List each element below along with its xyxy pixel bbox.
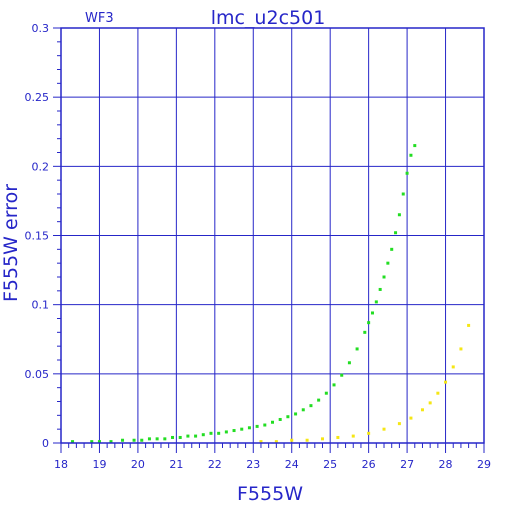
data-points <box>71 144 471 444</box>
data-point <box>467 323 471 327</box>
data-point <box>374 300 378 304</box>
y-axis-ticks: 0 0.05 0.1 0.15 0.2 0.25 0.3 <box>25 22 61 450</box>
data-point <box>332 383 336 387</box>
data-point <box>367 431 371 435</box>
data-point <box>309 404 313 408</box>
x-tick-label: 18 <box>54 458 68 471</box>
x-tick-label: 28 <box>439 458 453 471</box>
data-point <box>305 438 309 442</box>
data-point <box>451 365 455 369</box>
x-tick-label: 19 <box>92 458 106 471</box>
x-tick-label: 27 <box>400 458 414 471</box>
data-point <box>324 391 328 395</box>
data-point <box>397 213 401 217</box>
y-tick-label: 0.2 <box>32 160 50 173</box>
data-point <box>290 438 294 442</box>
y-tick-label: 0.25 <box>25 91 50 104</box>
x-tick-label: 22 <box>208 458 222 471</box>
data-point <box>178 435 182 439</box>
data-point <box>405 171 409 175</box>
data-point <box>378 287 382 291</box>
data-point <box>147 437 151 441</box>
data-point <box>336 435 340 439</box>
x-tick-label: 25 <box>323 458 337 471</box>
data-point <box>247 426 251 430</box>
data-point <box>90 440 94 444</box>
data-point <box>382 275 386 279</box>
data-point <box>401 192 405 196</box>
data-point <box>301 408 305 412</box>
data-point <box>217 431 221 435</box>
y-tick-label: 0.1 <box>32 299 50 312</box>
y-tick-label: 0 <box>42 437 49 450</box>
data-point <box>320 437 324 441</box>
data-point <box>121 438 125 442</box>
data-point <box>286 415 290 419</box>
data-point <box>71 440 75 444</box>
data-point <box>224 430 228 434</box>
data-point <box>390 247 394 251</box>
data-point <box>347 361 351 365</box>
data-point <box>436 391 440 395</box>
data-point <box>409 416 413 420</box>
data-point <box>386 261 390 265</box>
data-point <box>370 311 374 315</box>
data-point <box>140 438 144 442</box>
x-tick-label: 26 <box>362 458 376 471</box>
data-point <box>397 422 401 426</box>
data-point <box>363 330 367 334</box>
plot-grid <box>60 27 485 444</box>
data-point <box>259 440 263 444</box>
data-point <box>186 434 190 438</box>
data-point <box>263 423 267 427</box>
y-axis-label: F555W error <box>0 184 22 302</box>
data-point <box>420 408 424 412</box>
x-axis-label: F555W <box>237 483 303 505</box>
data-point <box>355 347 359 351</box>
data-point <box>317 398 321 402</box>
x-tick-label: 23 <box>246 458 260 471</box>
data-point <box>271 420 274 424</box>
data-point <box>163 437 167 441</box>
chart-title: lmc_u2c501 <box>211 7 326 29</box>
x-tick-label: 20 <box>131 458 145 471</box>
data-point <box>274 440 278 444</box>
y-tick-label: 0.15 <box>25 230 50 243</box>
data-point <box>394 231 398 235</box>
x-tick-label: 24 <box>285 458 299 471</box>
data-point <box>367 321 371 325</box>
data-point <box>97 440 101 444</box>
x-axis-ticks: 18 19 20 21 22 23 24 25 26 27 28 29 <box>54 443 491 471</box>
data-point <box>109 440 113 444</box>
y-tick-label: 0.05 <box>25 368 50 381</box>
data-point <box>351 434 355 438</box>
data-point <box>278 417 282 421</box>
data-point <box>155 437 159 441</box>
data-point <box>194 434 198 438</box>
data-point <box>459 347 463 351</box>
data-point <box>201 433 205 437</box>
data-point <box>209 431 213 435</box>
data-point <box>171 435 175 439</box>
chip-label: WF3 <box>85 11 114 26</box>
x-tick-label: 29 <box>477 458 491 471</box>
data-point <box>255 424 259 428</box>
data-point <box>232 429 236 433</box>
data-point <box>409 153 413 157</box>
data-point <box>340 373 344 377</box>
data-point <box>428 401 432 405</box>
data-point <box>413 144 417 148</box>
data-point <box>132 438 136 442</box>
data-point <box>444 380 448 384</box>
x-tick-label: 21 <box>169 458 183 471</box>
data-point <box>294 412 298 416</box>
data-point <box>240 427 244 431</box>
data-point <box>382 427 386 431</box>
y-tick-label: 0.3 <box>32 22 50 35</box>
